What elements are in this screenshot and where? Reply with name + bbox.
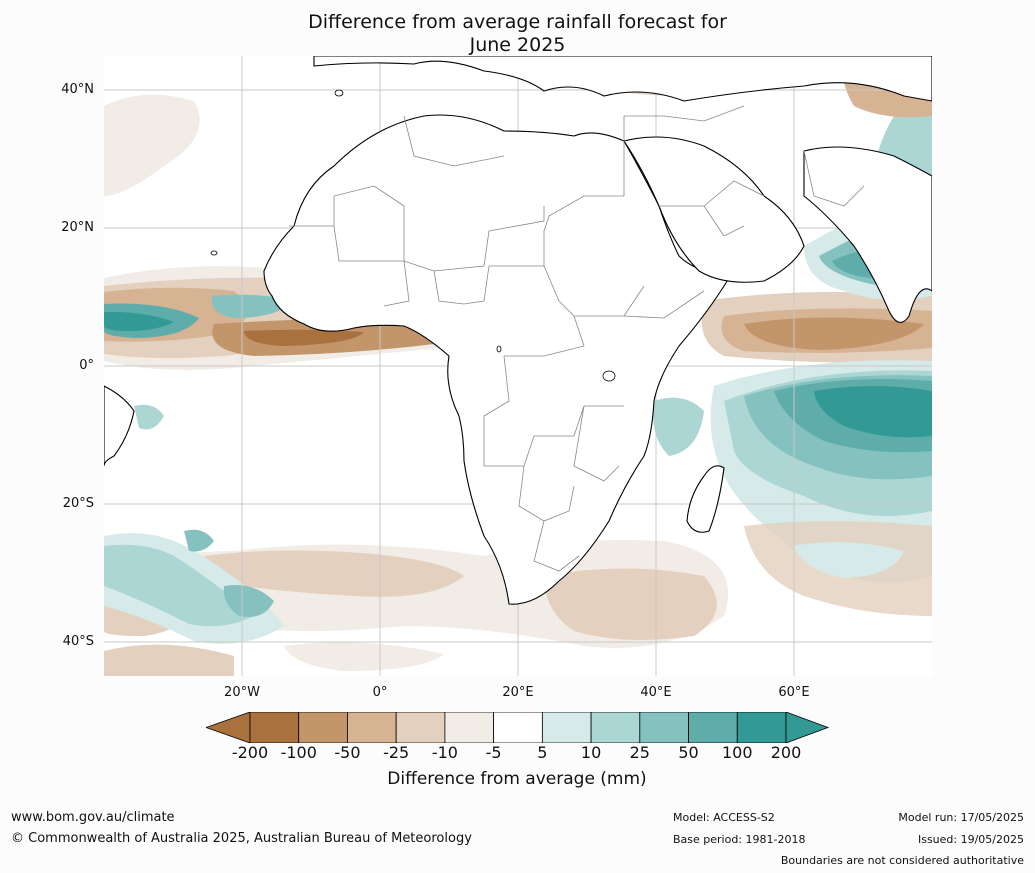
map-subtitle: June 2025 xyxy=(469,34,566,56)
lon-label-40e: 40°E xyxy=(640,685,672,700)
colorbar-tick-6: 5 xyxy=(537,743,548,762)
colorbar-cells xyxy=(249,712,787,743)
footer-issued: Issued: 19/05/2025 xyxy=(917,833,1024,846)
colorbar-tick-2: -50 xyxy=(334,743,361,762)
colorbar-tick-5: -5 xyxy=(485,743,502,762)
lat-label-40s: 40°S xyxy=(62,634,94,649)
lon-label-0: 0° xyxy=(372,685,388,700)
country-borders xyxy=(289,105,865,572)
india-landmass xyxy=(803,146,932,323)
colorbar-tick-7: 10 xyxy=(580,743,602,762)
colorbar-cell-1 xyxy=(298,712,348,743)
coastlines xyxy=(104,56,932,605)
arabia-landmass xyxy=(623,136,805,283)
lat-label-20s: 20°S xyxy=(62,496,94,511)
footer-copyright: © Commonwealth of Australia 2025, Austra… xyxy=(11,831,472,846)
lon-label-20e: 20°E xyxy=(502,685,534,700)
colorbar-cell-4 xyxy=(444,712,495,743)
lat-label-40n: 40°N xyxy=(61,82,94,97)
europe-landmass xyxy=(313,56,932,102)
colorbar-cell-8 xyxy=(639,712,689,743)
colorbar-tick-4: -10 xyxy=(431,743,458,762)
south-america-landmass xyxy=(104,385,135,467)
rainfall-map xyxy=(104,56,932,676)
lon-label-60e: 60°E xyxy=(778,685,810,700)
colorbar-tick-10: 100 xyxy=(721,743,753,762)
africa-landmass xyxy=(263,114,730,605)
colorbar-cell-5 xyxy=(493,712,543,743)
colorbar-cell-0 xyxy=(249,712,300,743)
colorbar-cell-9 xyxy=(688,712,738,743)
colorbar-tick-11: 200 xyxy=(770,743,802,762)
lat-label-0: 0° xyxy=(79,358,94,373)
colorbar-arrow-dry xyxy=(206,712,251,743)
colorbar-tick-3: -25 xyxy=(383,743,410,762)
lon-label-20w: 20°W xyxy=(224,685,260,700)
colorbar xyxy=(206,712,830,743)
lat-label-20n: 20°N xyxy=(61,220,94,235)
footer-website[interactable]: www.bom.gov.au/climate xyxy=(11,810,175,825)
footer-disclaimer: Boundaries are not considered authoritat… xyxy=(780,854,1024,867)
footer-model-run: Model run: 17/05/2025 xyxy=(898,811,1024,824)
colorbar-cell-6 xyxy=(541,712,592,743)
colorbar-tick-8: 25 xyxy=(629,743,650,762)
colorbar-tick-0: -200 xyxy=(231,743,269,762)
madagascar-landmass xyxy=(686,465,725,533)
footer-base-period: Base period: 1981-2018 xyxy=(673,833,806,846)
islands xyxy=(210,89,616,382)
colorbar-label: Difference from average (mm) xyxy=(387,769,647,789)
colorbar-tick-9: 50 xyxy=(678,743,699,762)
map-title: Difference from average rainfall forecas… xyxy=(308,11,727,33)
colorbar-cell-7 xyxy=(590,712,641,743)
footer-model: Model: ACCESS-S2 xyxy=(673,811,775,824)
colorbar-cell-10 xyxy=(736,712,787,743)
colorbar-tick-1: -100 xyxy=(280,743,317,762)
colorbar-cell-2 xyxy=(347,712,397,743)
colorbar-cell-3 xyxy=(395,712,446,743)
colorbar-arrow-wet xyxy=(785,712,830,743)
